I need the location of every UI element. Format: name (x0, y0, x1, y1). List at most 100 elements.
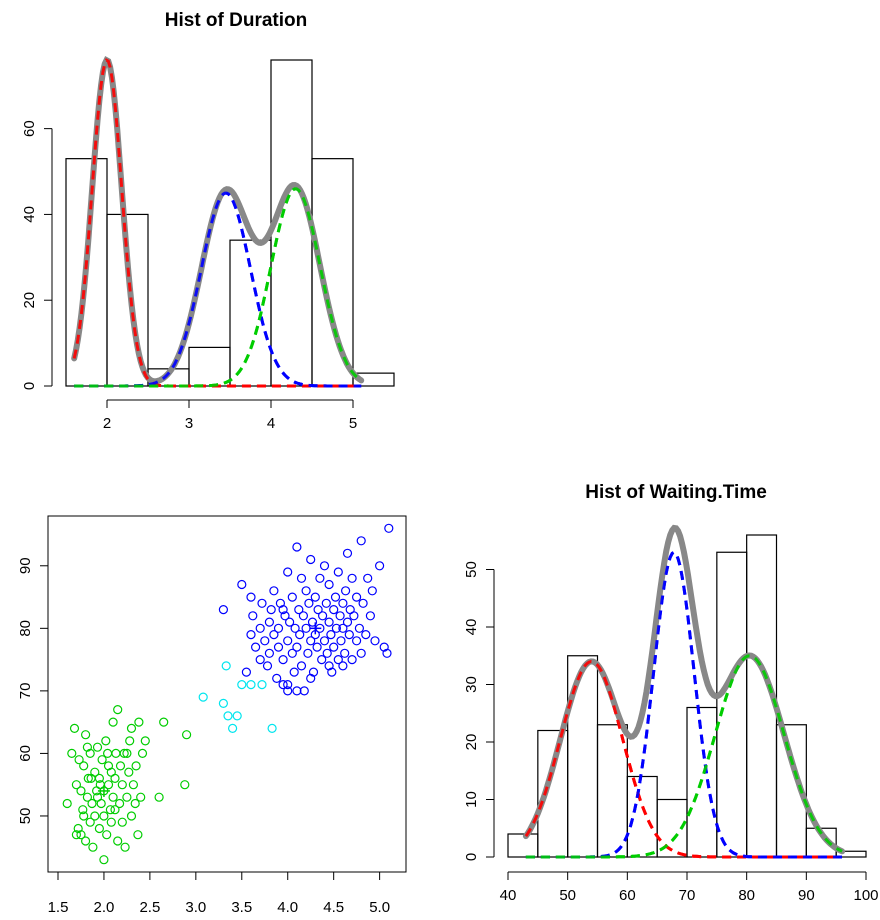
scatter-point (318, 611, 328, 621)
density-curves (71, 56, 365, 388)
scatter-point (241, 667, 251, 677)
scatter-point (278, 679, 288, 690)
y-tick-label: 50 (463, 561, 480, 578)
scatter-point (130, 798, 140, 809)
scatter-point (122, 748, 132, 759)
scatter-point (342, 548, 353, 558)
scatter-point (292, 642, 302, 652)
scatter-point (111, 748, 121, 759)
scatter-point (306, 554, 316, 565)
chart-title: Hist of Waiting.Time (585, 482, 767, 503)
scatter-point (278, 604, 288, 615)
x-tick-label: 80 (738, 887, 755, 904)
scatter-point (105, 805, 116, 815)
scatter-point (312, 642, 322, 652)
component-density-overlay (525, 654, 843, 859)
scatter-point (301, 586, 311, 596)
scatter-point (113, 836, 123, 846)
x-tick-label: 2.0 (94, 899, 115, 916)
scatter-panel: 1.5 2.0 2.5 3.0 3.5 4.0 4.5 5.0 50 60 70 80 90 (17, 515, 407, 916)
scatter-point (71, 780, 82, 790)
scatter-point (367, 586, 377, 596)
scatter-point (198, 692, 208, 702)
scatter-point (370, 636, 380, 646)
scatter-point (319, 561, 330, 571)
histogram-duration-panel: Hist of Duration 2 3 4 5 0 20 40 60 (21, 10, 395, 432)
scatter-point (326, 629, 336, 640)
scatter-point (102, 830, 112, 840)
scatter-point (317, 654, 327, 665)
scatter-point (83, 773, 93, 784)
x-axis: 1.5 2.0 2.5 3.0 3.5 4.0 4.5 5.0 (48, 872, 390, 916)
scatter-point (264, 617, 274, 627)
scatter-point (333, 567, 343, 577)
scatter-point (287, 648, 297, 658)
histogram-bar (567, 655, 599, 858)
scatter-point (106, 817, 116, 827)
scatter-point (296, 573, 307, 583)
scatter-point (298, 611, 308, 621)
scatter-point (124, 767, 134, 777)
scatter-point (232, 711, 242, 721)
y-tick-label: 40 (463, 619, 480, 636)
scatter-point (330, 592, 341, 602)
x-axis: 40 50 60 70 80 90 100 (500, 871, 879, 904)
scatter-point (356, 536, 366, 546)
scatter-point (338, 598, 348, 608)
histogram-bar (716, 551, 748, 858)
scatter-point (69, 723, 80, 734)
scatter-point (324, 617, 334, 627)
scatter-point (319, 636, 330, 646)
scatter-point (237, 679, 247, 690)
scatter-point (119, 748, 129, 759)
scatter-point (327, 667, 337, 677)
scatter-point (248, 611, 258, 621)
scatter-point (384, 523, 394, 533)
x-tick-label: 1.5 (48, 899, 69, 916)
scatter-point (79, 811, 89, 821)
component-density-overlay (74, 187, 363, 388)
scatter-point (303, 648, 313, 658)
scatter-point (331, 623, 341, 633)
scatter-point (99, 855, 109, 865)
density-curves (522, 524, 846, 859)
scatter-point (290, 623, 300, 633)
scatter-point (255, 654, 265, 665)
scatter-point (257, 598, 267, 608)
scatter-point (313, 604, 323, 615)
scatter-point (86, 773, 96, 784)
scatter-point (87, 798, 97, 809)
scatter-point (62, 798, 72, 809)
scatter-point (113, 704, 123, 715)
x-tick-label: 4 (267, 415, 275, 432)
x-tick-label: 2.5 (139, 899, 160, 916)
component-density-curve (525, 550, 843, 859)
y-tick-label: 20 (463, 734, 480, 751)
scatter-point (114, 798, 125, 809)
plot-box (47, 515, 407, 873)
scatter-point (182, 730, 192, 740)
scatter-point (120, 842, 130, 852)
scatter-point (237, 579, 247, 590)
scatter-point (269, 629, 279, 640)
y-tick-label: 60 (21, 120, 38, 137)
x-tick-label: 50 (559, 887, 576, 904)
scatter-point (108, 792, 118, 802)
scatter-point (131, 761, 141, 771)
histogram-bar (188, 346, 231, 387)
x-tick-label: 3.5 (231, 899, 252, 916)
scatter-point (76, 786, 86, 796)
scatter-point (344, 629, 354, 640)
scatter-point (115, 761, 126, 771)
scatter-point (221, 661, 231, 671)
scatter-point (110, 805, 120, 815)
scatter-point (338, 623, 348, 633)
scatter-point (283, 686, 293, 696)
scatter-point (97, 755, 107, 765)
y-tick-label: 0 (21, 382, 38, 390)
y-axis: 50 60 70 80 90 (17, 557, 48, 824)
scatter-point (140, 736, 150, 746)
scatter-point (329, 642, 339, 652)
scatter-point (85, 748, 95, 759)
